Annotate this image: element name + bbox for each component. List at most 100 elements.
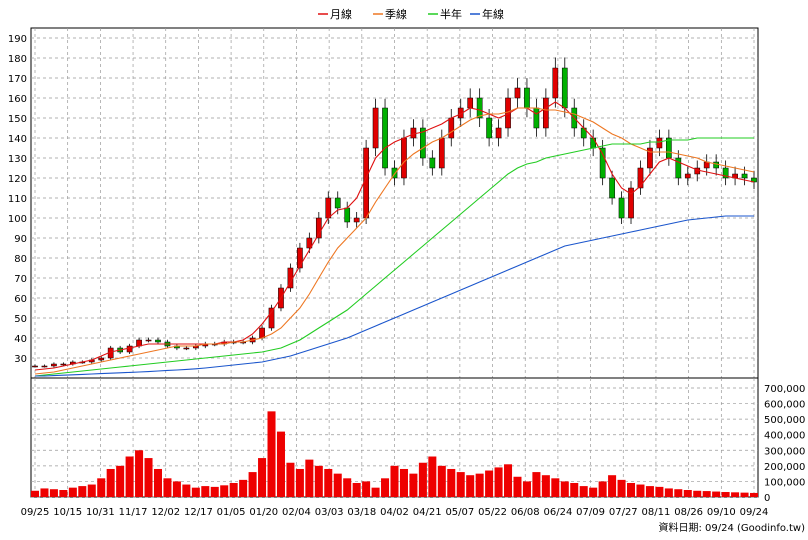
volume-bar bbox=[541, 475, 550, 497]
candle-body bbox=[722, 167, 729, 179]
volume-tick-label: 700,000 bbox=[764, 384, 805, 395]
volume-tick-label: 0 bbox=[764, 493, 770, 504]
volume-bar bbox=[362, 481, 371, 497]
volume-bar bbox=[352, 482, 361, 497]
price-grid bbox=[31, 28, 758, 378]
volume-tick-label: 100,000 bbox=[764, 477, 805, 488]
candle-body bbox=[410, 127, 417, 139]
x-tick-label: 12/17 bbox=[184, 507, 213, 518]
candle-body bbox=[448, 117, 455, 139]
x-tick-label: 12/02 bbox=[151, 507, 180, 518]
volume-bar bbox=[570, 482, 579, 497]
x-tick-label: 04/02 bbox=[380, 507, 409, 518]
volume-bar bbox=[418, 462, 427, 497]
data-source-label: 資料日期: 09/24 (Goodinfo.tw) bbox=[658, 521, 805, 534]
candle-body bbox=[306, 237, 313, 249]
volume-bar bbox=[343, 478, 352, 497]
legend: 月線 季線 半年 年線 bbox=[318, 7, 504, 21]
price-tick-label: 110 bbox=[8, 194, 27, 205]
candle-body bbox=[552, 67, 559, 99]
price-tick-label: 150 bbox=[8, 114, 27, 125]
x-tick-label: 08/11 bbox=[642, 507, 671, 518]
candle-body bbox=[353, 217, 360, 223]
candle-body bbox=[684, 173, 691, 179]
volume-bar bbox=[125, 456, 134, 497]
volume-bar bbox=[59, 489, 68, 497]
candle-body bbox=[543, 97, 549, 129]
candle-body bbox=[315, 217, 322, 239]
price-tick-label: 120 bbox=[8, 174, 27, 185]
x-axis: 09/25 10/15 10/31 11/17 12/02 12/17 01/05 01/20… bbox=[21, 507, 769, 518]
volume-bar bbox=[428, 456, 437, 497]
volume-bar bbox=[456, 472, 465, 497]
candle-body bbox=[268, 307, 275, 329]
volume-bar bbox=[702, 491, 711, 497]
candle-body bbox=[429, 157, 436, 169]
volume-bar bbox=[504, 464, 513, 497]
volume-bar bbox=[286, 462, 295, 497]
volume-bar bbox=[674, 489, 683, 497]
volume-bar bbox=[172, 481, 181, 497]
x-tick-label: 07/27 bbox=[609, 507, 638, 518]
volume-bar bbox=[314, 465, 323, 497]
volume-bar bbox=[513, 476, 522, 497]
candle-body bbox=[98, 357, 105, 361]
volume-bar bbox=[579, 486, 588, 497]
candle-body bbox=[713, 161, 720, 169]
volume-bar bbox=[135, 450, 144, 497]
volume-bar bbox=[30, 490, 40, 497]
ma-quarter-line bbox=[34, 107, 755, 375]
volume-tick-label: 600,000 bbox=[764, 400, 805, 411]
candle-body bbox=[420, 127, 426, 159]
x-tick-label: 02/04 bbox=[282, 507, 311, 518]
price-tick-label: 80 bbox=[14, 254, 27, 265]
x-tick-label: 09/24 bbox=[740, 507, 769, 518]
volume-bar bbox=[210, 486, 219, 497]
volume-bar bbox=[731, 492, 740, 497]
volume-bar bbox=[532, 472, 541, 497]
volume-bar bbox=[78, 486, 87, 497]
price-tick-label: 170 bbox=[8, 74, 27, 85]
volume-bar bbox=[248, 472, 257, 497]
candle-body bbox=[590, 137, 597, 149]
moving-average-lines bbox=[34, 101, 755, 377]
x-tick-label: 05/22 bbox=[478, 507, 507, 518]
volume-bar bbox=[721, 492, 730, 497]
candle-body bbox=[259, 327, 265, 339]
volume-bars bbox=[30, 411, 759, 497]
volume-bar bbox=[267, 411, 276, 497]
candle-body bbox=[457, 107, 464, 119]
volume-bar bbox=[485, 470, 494, 497]
candle-body bbox=[334, 197, 341, 209]
candle-body bbox=[41, 365, 48, 368]
legend-label-1: 月線 bbox=[330, 7, 352, 21]
volume-bar bbox=[144, 458, 153, 497]
volume-bar bbox=[466, 475, 475, 497]
volume-bar bbox=[371, 487, 380, 497]
candle-body bbox=[183, 347, 190, 350]
candle-body bbox=[656, 137, 663, 149]
candle-body bbox=[372, 107, 379, 149]
legend-label-2: 季線 bbox=[385, 7, 407, 21]
x-tick-label: 01/05 bbox=[217, 507, 246, 518]
ma-half-year-line bbox=[34, 137, 754, 377]
volume-bar bbox=[664, 488, 673, 497]
candlesticks bbox=[32, 57, 757, 368]
candle-body bbox=[628, 187, 634, 219]
volume-bar bbox=[740, 492, 749, 497]
candle-body bbox=[382, 107, 388, 169]
volume-bar bbox=[106, 468, 115, 497]
candle-body bbox=[599, 147, 606, 179]
volume-bar bbox=[447, 468, 456, 497]
x-tick-label: 11/17 bbox=[119, 507, 148, 518]
volume-bar bbox=[551, 478, 560, 497]
candle-body bbox=[467, 97, 474, 109]
volume-bar bbox=[645, 486, 654, 497]
volume-bar bbox=[116, 465, 125, 497]
candle-body bbox=[637, 167, 644, 189]
volume-bar bbox=[598, 481, 607, 497]
legend-label-3: 半年 bbox=[440, 7, 462, 21]
candle-body bbox=[618, 197, 625, 219]
ma-month-line bbox=[34, 101, 755, 371]
